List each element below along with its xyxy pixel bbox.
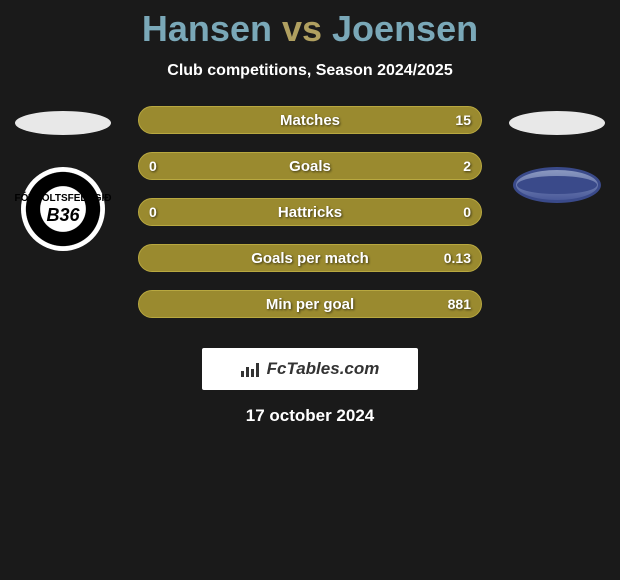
- main-area: FÓTBOLTSFELAGIÐ B36 Matches 15 0 Goals 2…: [0, 106, 620, 336]
- stat-row-gpm: Goals per match 0.13: [138, 244, 482, 272]
- left-column: FÓTBOLTSFELAGIÐ B36: [8, 106, 118, 253]
- page-title: Hansen vs Joensen: [0, 8, 620, 50]
- right-column: [502, 106, 612, 205]
- hb-badge-icon: [513, 167, 601, 203]
- player1-club-badge: FÓTBOLTSFELAGIÐ B36: [19, 165, 107, 253]
- stat-value-right: 2: [463, 158, 471, 174]
- subtitle: Club competitions, Season 2024/2025: [0, 62, 620, 80]
- stat-row-hattricks: 0 Hattricks 0: [138, 198, 482, 226]
- stat-value-left: 0: [149, 158, 157, 174]
- stat-row-mpg: Min per goal 881: [138, 290, 482, 318]
- stat-value-right: 881: [448, 296, 471, 312]
- player1-name: Hansen: [142, 8, 272, 49]
- player2-club-badge: [513, 165, 601, 205]
- comparison-card: Hansen vs Joensen Club competitions, Sea…: [0, 0, 620, 426]
- stat-row-goals: 0 Goals 2: [138, 152, 482, 180]
- footer-date: 17 october 2024: [0, 406, 620, 426]
- brand-text: FcTables.com: [267, 359, 380, 379]
- player2-avatar: [509, 111, 605, 135]
- stat-row-matches: Matches 15: [138, 106, 482, 134]
- stat-label: Hattricks: [278, 204, 342, 221]
- player1-avatar: [15, 111, 111, 135]
- b36-main-text: B36: [46, 206, 79, 224]
- stat-value-right: 0.13: [444, 250, 471, 266]
- stat-value-right: 15: [455, 112, 471, 128]
- vs-text: vs: [282, 8, 322, 49]
- brand-logo[interactable]: FcTables.com: [202, 348, 418, 390]
- b36-top-text: FÓTBOLTSFELAGIÐ: [14, 193, 111, 204]
- stat-label: Min per goal: [266, 296, 354, 313]
- stats-column: Matches 15 0 Goals 2 0 Hattricks 0 Goals…: [118, 106, 502, 336]
- stat-value-right: 0: [463, 204, 471, 220]
- stat-label: Matches: [280, 112, 340, 129]
- stat-value-left: 0: [149, 204, 157, 220]
- player2-name: Joensen: [332, 8, 478, 49]
- b36-badge-icon: FÓTBOLTSFELAGIÐ B36: [21, 167, 105, 251]
- chart-icon: [241, 361, 261, 377]
- stat-label: Goals per match: [251, 250, 369, 267]
- stat-label: Goals: [289, 158, 331, 175]
